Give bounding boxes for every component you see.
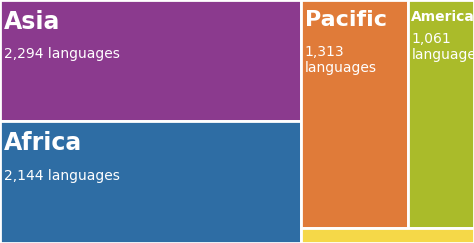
Bar — [408, 0, 474, 228]
Text: 2,144 languages: 2,144 languages — [4, 169, 119, 183]
Text: 1,313
languages: 1,313 languages — [305, 45, 377, 76]
Text: Africa: Africa — [4, 131, 82, 155]
Text: 2,294 languages: 2,294 languages — [4, 47, 119, 61]
Text: 1,061
languages: 1,061 languages — [411, 32, 474, 62]
Bar — [0, 0, 301, 122]
Text: Pacific: Pacific — [305, 10, 387, 30]
Bar — [301, 228, 474, 243]
Text: Americas: Americas — [411, 10, 474, 24]
Text: Asia: Asia — [4, 10, 60, 34]
Bar — [301, 0, 408, 228]
Bar — [0, 122, 301, 243]
